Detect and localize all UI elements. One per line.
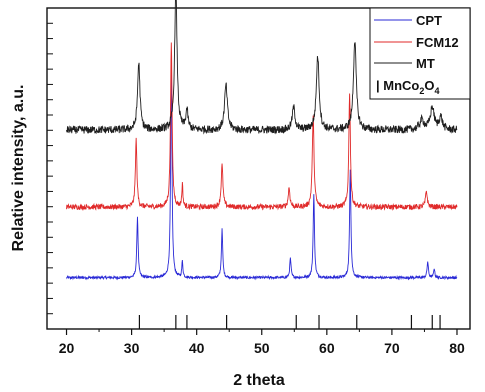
x-tick-label: 30: [124, 340, 140, 356]
legend-label-cpt: CPT: [416, 13, 442, 28]
reference-ticks: [138, 315, 441, 329]
x-tick-label: 60: [319, 340, 335, 356]
legend-label-fcm12: FCM12: [416, 35, 459, 50]
x-tick-label: 50: [254, 340, 270, 356]
series-layer: [66, 0, 458, 281]
legend-box: [369, 7, 471, 100]
x-tick-label: 20: [59, 340, 75, 356]
legend: CPT FCM12 MT | MnCo2O4: [369, 7, 471, 100]
series-line-mt: [66, 0, 458, 135]
x-tick-label: 80: [449, 340, 465, 356]
series-line-fcm12: [66, 42, 458, 212]
x-tick-label: 40: [189, 340, 205, 356]
legend-label-reference: | MnCo2O4: [376, 78, 440, 96]
y-axis-title: Relative intensity, a.u.: [10, 85, 27, 252]
x-axis-title: 2 theta: [233, 372, 285, 389]
series-line-cpt: [66, 58, 458, 281]
plot-frame: [46, 7, 471, 330]
y-minor-ticks: [47, 7, 53, 330]
x-axis: 20 30 40 50 60 70 80: [59, 329, 465, 356]
legend-label-mt: MT: [416, 56, 435, 71]
x-tick-label: 70: [384, 340, 400, 356]
